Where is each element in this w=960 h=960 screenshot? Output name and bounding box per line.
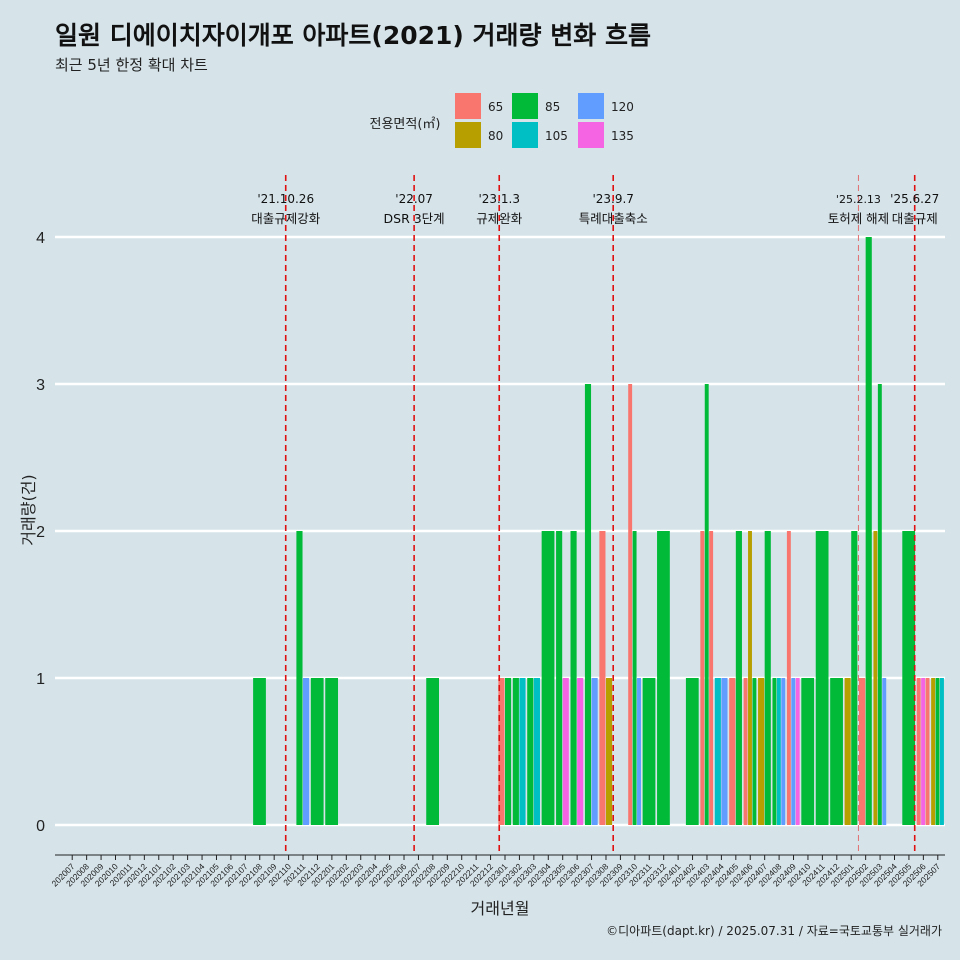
bar	[882, 678, 887, 825]
event-label: 규제완화	[476, 211, 523, 226]
bar	[505, 678, 512, 825]
bar	[764, 531, 771, 825]
y-tick-label: 2	[36, 524, 45, 541]
bar	[931, 678, 936, 825]
bar	[851, 531, 858, 825]
event-date: '25.6.27	[890, 192, 939, 206]
bar	[253, 678, 266, 825]
bar	[709, 531, 714, 825]
legend-swatch	[455, 122, 481, 148]
bar	[877, 384, 882, 825]
bar	[556, 531, 563, 825]
bar	[657, 531, 670, 825]
bar	[902, 531, 916, 825]
bar	[873, 531, 878, 825]
bar	[786, 531, 791, 825]
legend-label: 135	[611, 129, 634, 143]
bar	[781, 678, 786, 825]
bar	[310, 678, 324, 825]
event-label: 토허제 해제	[828, 211, 889, 226]
legend-swatch	[455, 93, 481, 119]
bar	[795, 678, 800, 825]
event-label: 대출규제	[892, 211, 938, 226]
bar	[541, 531, 555, 825]
legend-label: 105	[545, 129, 568, 143]
y-axis-title: 거래량(건)	[19, 474, 38, 545]
bar	[925, 678, 930, 825]
bar	[921, 678, 926, 825]
bar	[519, 678, 526, 825]
bar	[748, 531, 752, 825]
legend-swatch	[578, 122, 604, 148]
bar	[776, 678, 781, 825]
legend-swatch	[512, 93, 538, 119]
bar	[729, 678, 736, 825]
bar	[801, 678, 815, 825]
bar	[704, 384, 709, 825]
bar	[512, 678, 519, 825]
event-label: DSR 3단계	[384, 211, 445, 226]
bar	[562, 678, 569, 825]
bar	[599, 531, 606, 825]
y-tick-label: 0	[36, 818, 45, 835]
bar	[700, 531, 705, 825]
bar	[533, 678, 540, 825]
bar	[916, 678, 921, 825]
bar	[743, 678, 748, 825]
bar	[758, 678, 765, 825]
bar	[591, 678, 598, 825]
bar	[584, 384, 592, 825]
legend-label: 85	[545, 100, 560, 114]
bar	[637, 678, 641, 825]
bar	[325, 678, 339, 825]
y-tick-label: 3	[36, 377, 45, 394]
bar	[844, 678, 851, 825]
event-label: 대출규제강화	[251, 211, 321, 226]
legend-swatch	[512, 122, 538, 148]
bar	[605, 678, 613, 825]
bar	[628, 384, 633, 825]
legend-label: 65	[488, 100, 503, 114]
bar	[296, 531, 303, 825]
bar	[642, 678, 656, 825]
x-axis-title: 거래년월	[471, 899, 530, 918]
bar	[714, 678, 721, 825]
bar	[527, 678, 534, 825]
bar	[498, 678, 505, 825]
event-date: '23.1.3	[478, 192, 519, 206]
legend-label: 80	[488, 129, 503, 143]
bar	[935, 678, 940, 825]
event-date: '22.07	[395, 192, 433, 206]
bar	[735, 531, 742, 825]
bar	[865, 237, 872, 825]
bar	[772, 678, 777, 825]
bar	[426, 678, 440, 825]
bar	[721, 678, 728, 825]
bar	[815, 531, 829, 825]
legend-title: 전용면적(㎡)	[370, 117, 441, 132]
bar	[752, 678, 757, 825]
y-tick-label: 1	[36, 671, 45, 688]
y-tick-label: 4	[36, 230, 45, 247]
legend-swatch	[578, 93, 604, 119]
bar	[685, 678, 699, 825]
chart-title: 일원 디에이치자이개포 아파트(2021) 거래량 변화 흐름	[55, 21, 651, 50]
bar	[791, 678, 796, 825]
bar	[570, 531, 577, 825]
bar	[830, 678, 843, 825]
event-date: '23.9.7	[592, 192, 633, 206]
chart-subtitle: 최근 5년 한정 확대 차트	[55, 56, 208, 74]
bar	[577, 678, 584, 825]
legend-label: 120	[611, 100, 634, 114]
event-label: 특례대출축소	[579, 211, 648, 226]
event-date: '21.10.26	[257, 192, 314, 206]
source-caption: ©디아파트(dapt.kr) / 2025.07.31 / 자료=국토교통부 실…	[606, 924, 942, 938]
event-date: '25.2.13	[836, 193, 881, 206]
bar	[632, 531, 637, 825]
bar	[939, 678, 944, 825]
bar	[859, 678, 866, 825]
bar	[303, 678, 310, 825]
